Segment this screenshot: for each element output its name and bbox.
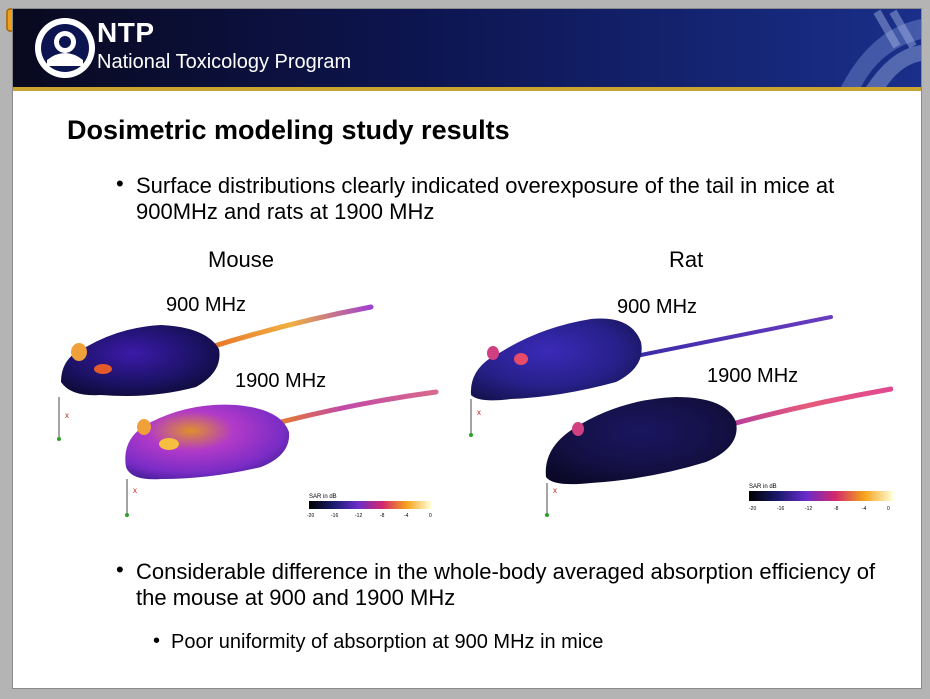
mouse-sar-figure: x x SAR in dB -20 -16 -12 -8 -4 0 xyxy=(57,304,439,519)
rat-colorbar-ticks: -20 -16 -12 -8 -4 0 xyxy=(749,506,890,512)
sub-bullet-1-text: Poor uniformity of absorption at 900 MHz… xyxy=(171,631,604,653)
svg-text:x: x xyxy=(65,411,69,420)
header-banner: NTP National Toxicology Program xyxy=(13,9,921,87)
rat-1900-ear xyxy=(572,422,584,436)
mouse-freq-1900: 1900 MHz xyxy=(235,370,327,392)
mouse-freq-900: 900 MHz xyxy=(166,294,247,316)
bullet-1: • Surface distributions clearly indicate… xyxy=(116,171,896,225)
mouse-colorbar-tick: -4 xyxy=(404,513,409,519)
bullet-2: • Considerable difference in the whole-b… xyxy=(116,557,896,611)
rat-colorbar-tick: -16 xyxy=(777,506,784,512)
mouse-900-hotspot xyxy=(94,364,112,374)
mouse-1900-tail xyxy=(278,389,439,425)
sub-bullet-dot-icon: • xyxy=(153,630,161,652)
rat-colorbar xyxy=(749,491,893,501)
bullet-1-text: Surface distributions clearly indicated … xyxy=(136,173,835,224)
mouse-colorbar-tick: 0 xyxy=(429,513,432,519)
mouse-colorbar-tick: -20 xyxy=(307,513,314,519)
bullet-2-text: Considerable difference in the whole-bod… xyxy=(136,559,876,610)
banner-divider xyxy=(13,87,921,91)
rat-colorbar-tick: -20 xyxy=(749,506,756,512)
rat-colorbar-tick: -8 xyxy=(834,506,839,512)
org-abbreviation: NTP xyxy=(97,17,155,48)
rat-label: Rat xyxy=(669,247,704,272)
rat-colorbar-title: SAR in dB xyxy=(749,484,777,490)
bullet-dot-icon: • xyxy=(116,557,124,582)
rat-colorbar-tick: 0 xyxy=(887,506,890,512)
mouse-900-tail xyxy=(208,304,374,350)
rat-1900-tail xyxy=(718,386,893,430)
mouse-colorbar-tick: -16 xyxy=(331,513,338,519)
slide: NTP National Toxicology Program Dosimetr… xyxy=(12,8,922,689)
rat-colorbar-tick: -12 xyxy=(805,506,812,512)
mouse-label: Mouse xyxy=(208,247,275,272)
bullet-dot-icon: • xyxy=(116,171,124,196)
svg-text:x: x xyxy=(553,486,557,495)
rat-900-hotspot xyxy=(514,353,528,365)
mouse-1900-hotspot xyxy=(159,438,179,450)
banner-decoration-icon xyxy=(841,9,921,87)
rat-sar-figure: x x SAR in dB -20 -16 -12 -8 -4 0 xyxy=(469,315,893,517)
rat-900-body xyxy=(470,318,642,401)
rat-900-tail xyxy=(629,315,833,359)
svg-text:x: x xyxy=(133,486,137,495)
mouse-colorbar-tick: -8 xyxy=(380,513,385,519)
svg-text:x: x xyxy=(477,408,481,417)
rat-900-ear xyxy=(487,346,499,360)
mouse-colorbar xyxy=(309,501,431,509)
mouse-colorbar-tick: -12 xyxy=(355,513,362,519)
rat-freq-1900: 1900 MHz xyxy=(707,365,799,387)
mouse-1900-ear xyxy=(137,419,151,435)
org-name: National Toxicology Program xyxy=(97,51,352,73)
mouse-colorbar-ticks: -20 -16 -12 -8 -4 0 xyxy=(307,513,432,519)
rat-freq-900: 900 MHz xyxy=(617,296,698,318)
mouse-900-ear xyxy=(71,343,87,361)
sub-bullet-1: • Poor uniformity of absorption at 900 M… xyxy=(153,630,604,654)
rat-colorbar-tick: -4 xyxy=(862,506,867,512)
slide-title: Dosimetric modeling study results xyxy=(67,115,510,145)
mouse-900-body xyxy=(61,325,220,396)
mouse-1900-body xyxy=(125,404,290,480)
ntp-logo-icon xyxy=(35,18,95,78)
mouse-colorbar-title: SAR in dB xyxy=(309,494,337,500)
rat-1900-body xyxy=(545,397,737,485)
